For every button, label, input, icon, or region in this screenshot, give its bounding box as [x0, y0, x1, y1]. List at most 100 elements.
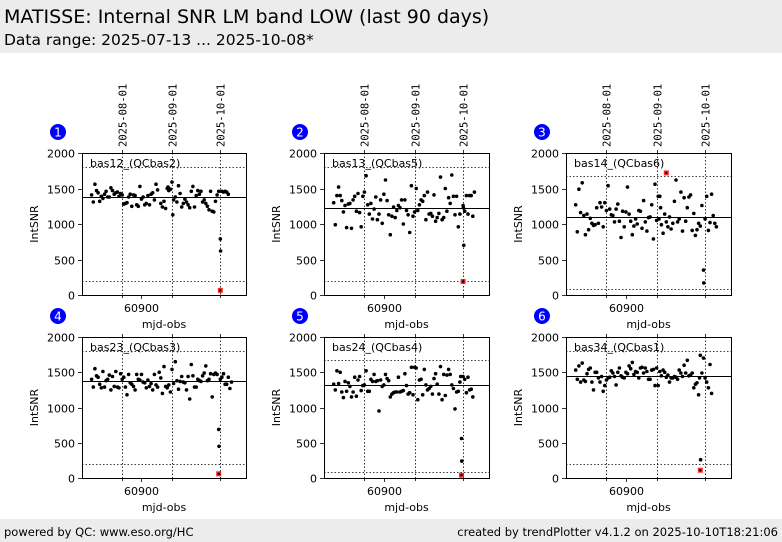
data-point — [105, 377, 110, 382]
data-point — [450, 383, 454, 387]
data-point — [207, 208, 211, 212]
data-point — [134, 372, 139, 377]
data-point — [619, 235, 623, 240]
data-point — [110, 188, 115, 193]
panel-number-badge — [292, 308, 308, 324]
data-point — [341, 395, 346, 400]
data-point — [692, 386, 696, 390]
axes-frame — [566, 153, 732, 296]
data-point — [213, 199, 218, 204]
data-point — [109, 186, 113, 190]
panel-number-badge — [292, 124, 308, 140]
data-point — [671, 221, 675, 226]
data-point — [445, 209, 449, 213]
chart-panel-3: 2025-08-01 2025-09-01 2025-10-01 0 500 1000 15… — [512, 84, 732, 331]
y-tick-label: 0 — [552, 473, 559, 486]
x-tick-label: 60900 — [124, 485, 159, 498]
data-point — [637, 376, 641, 380]
data-point — [359, 225, 364, 229]
data-point — [435, 215, 440, 220]
data-point — [390, 214, 394, 218]
data-point — [693, 233, 698, 238]
data-point — [580, 181, 584, 185]
data-point — [401, 388, 406, 393]
panel-title: bas14_(QCbas6) — [574, 157, 664, 170]
data-point — [97, 382, 102, 387]
data-point — [450, 173, 454, 177]
data-point — [162, 364, 166, 369]
data-point — [453, 213, 457, 217]
data-point — [598, 380, 602, 384]
data-point — [131, 384, 136, 389]
data-point — [396, 375, 401, 380]
y-tick-label: 1000 — [47, 219, 75, 232]
data-point — [150, 388, 155, 392]
data-point — [443, 393, 448, 398]
data-point — [404, 208, 409, 213]
data-point — [125, 393, 129, 397]
y-tick-label: 2000 — [289, 148, 317, 161]
data-point — [698, 457, 703, 462]
data-point — [344, 225, 349, 230]
data-point — [611, 371, 615, 375]
data-point — [458, 380, 462, 384]
x-axis-label: mjd-obs — [142, 501, 187, 514]
data-point — [336, 185, 341, 189]
data-point — [189, 362, 194, 367]
data-point — [433, 371, 438, 376]
y-tick-label: 1000 — [531, 403, 559, 416]
data-point — [362, 190, 367, 194]
data-point — [150, 191, 155, 195]
panel-title: bas34_(QCbas1) — [574, 341, 664, 354]
data-point — [386, 378, 391, 383]
data-point — [606, 183, 610, 188]
data-point — [454, 194, 459, 199]
data-point — [183, 381, 187, 385]
data-point — [577, 187, 581, 191]
data-point — [378, 378, 383, 382]
data-point — [194, 385, 198, 389]
data-point — [653, 383, 657, 388]
panel-number-label: 5 — [296, 310, 304, 324]
outlier-point-core — [217, 472, 220, 475]
data-point — [704, 194, 709, 199]
data-point — [186, 203, 190, 207]
data-point — [675, 377, 680, 382]
data-point — [703, 217, 707, 221]
data-point — [419, 377, 423, 382]
data-point — [690, 371, 694, 375]
data-point — [348, 201, 352, 206]
data-point — [395, 390, 399, 394]
data-point — [645, 369, 649, 374]
data-point — [354, 394, 359, 399]
data-point — [364, 173, 368, 178]
data-point — [588, 216, 593, 221]
data-point — [446, 195, 451, 200]
data-point — [433, 219, 438, 223]
data-point — [677, 217, 681, 221]
data-point — [139, 372, 144, 377]
data-point — [458, 212, 462, 216]
data-point — [365, 203, 370, 207]
data-point — [401, 222, 406, 226]
data-point — [338, 193, 343, 198]
data-point — [586, 227, 591, 232]
data-point — [409, 183, 414, 188]
data-point — [343, 379, 347, 384]
date-tick-label: 2025-10-01 — [701, 84, 713, 147]
data-point — [351, 198, 355, 202]
y-tick-label: 0 — [68, 473, 75, 486]
panel-number-label: 4 — [54, 310, 62, 324]
data-point — [607, 207, 612, 211]
data-point — [146, 193, 150, 198]
data-point — [370, 379, 375, 384]
data-point — [187, 397, 192, 401]
panel-title: bas12_(QCbas2) — [90, 157, 180, 170]
data-point — [704, 380, 709, 384]
data-point — [171, 198, 176, 202]
data-point — [409, 365, 414, 370]
data-point — [701, 268, 706, 272]
data-point — [197, 192, 202, 196]
data-point — [333, 388, 338, 392]
data-point — [696, 221, 701, 226]
